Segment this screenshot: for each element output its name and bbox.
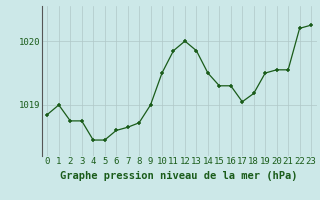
X-axis label: Graphe pression niveau de la mer (hPa): Graphe pression niveau de la mer (hPa) — [60, 171, 298, 181]
